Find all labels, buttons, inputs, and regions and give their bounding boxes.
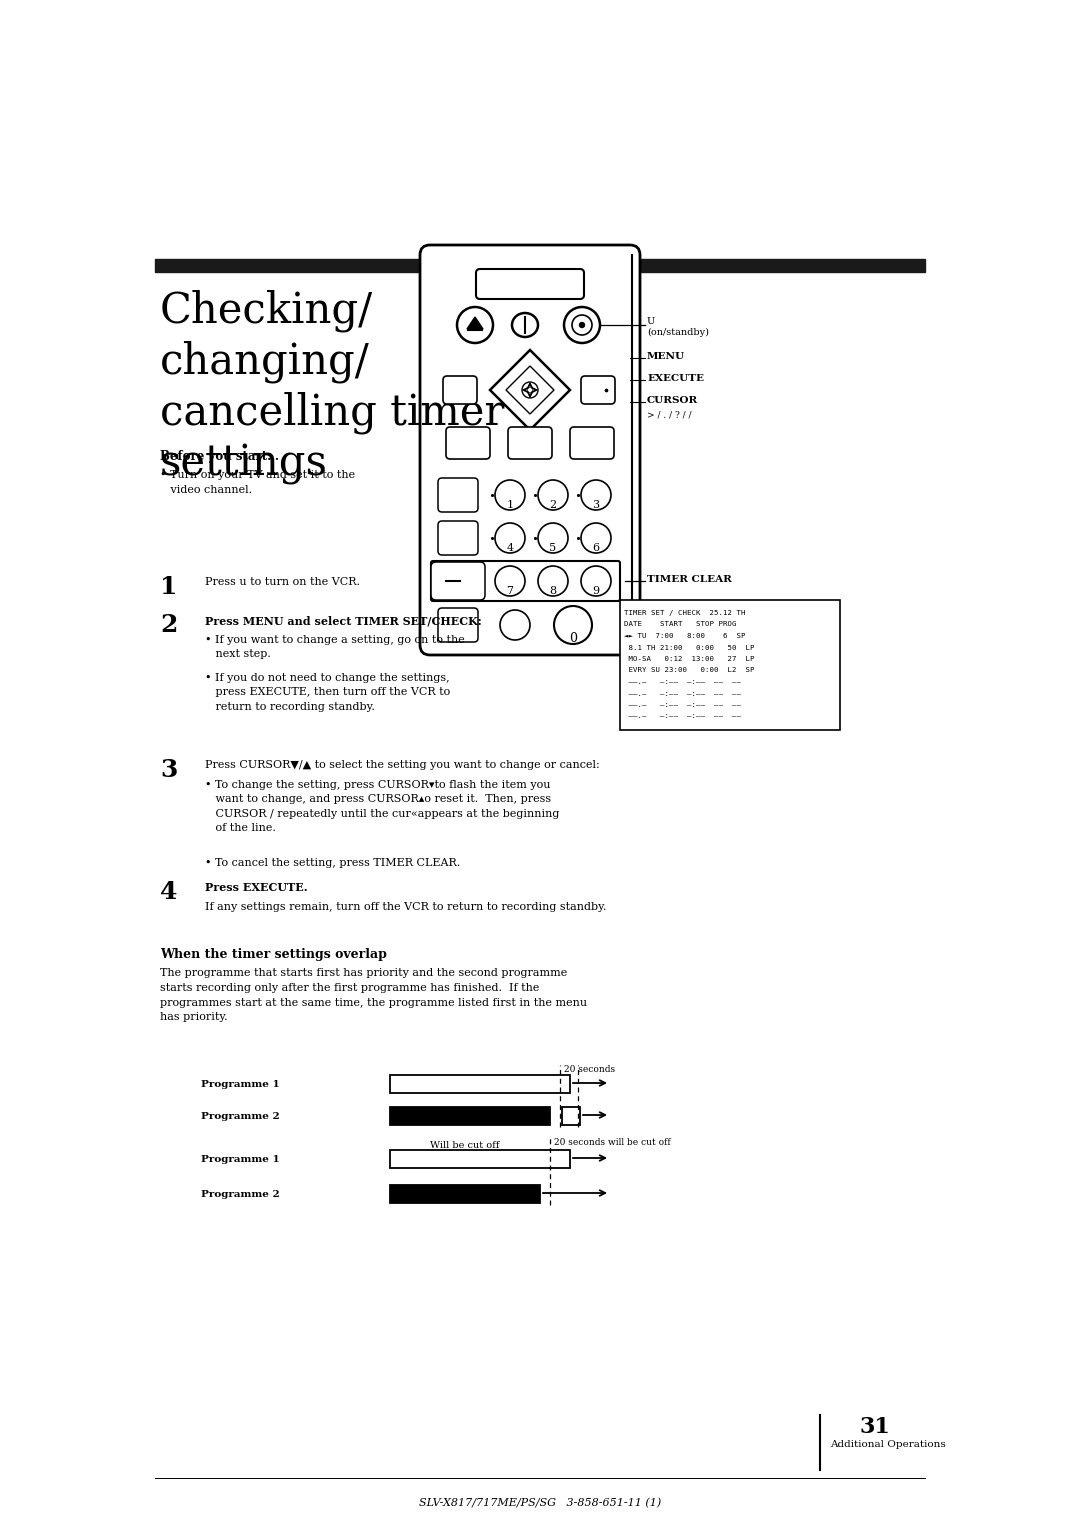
Circle shape [538,523,568,553]
Circle shape [495,565,525,596]
Text: Press u to turn on the VCR.: Press u to turn on the VCR. [205,578,360,587]
Text: Checking/
changing/
cancelling timer
settings: Checking/ changing/ cancelling timer set… [160,290,504,484]
Polygon shape [467,316,483,329]
Text: Press EXECUTE.: Press EXECUTE. [205,882,308,892]
Text: • To cancel the setting, press TIMER CLEAR.: • To cancel the setting, press TIMER CLE… [205,859,460,868]
Bar [562,1106,580,1125]
Circle shape [500,610,530,640]
Text: 6: 6 [593,542,599,553]
FancyBboxPatch shape [420,244,640,656]
Text: • If you do not need to change the settings,
   press EXECUTE, then turn off the: • If you do not need to change the setti… [205,672,450,712]
Circle shape [572,315,592,335]
Circle shape [581,480,611,510]
Text: 0: 0 [569,633,577,645]
Circle shape [564,307,600,342]
Bar [156,260,924,272]
Circle shape [495,523,525,553]
Text: 9: 9 [593,587,599,596]
Text: Programme 1: Programme 1 [201,1155,280,1164]
Text: Will be cut off: Will be cut off [430,1141,500,1151]
Circle shape [538,565,568,596]
FancyBboxPatch shape [443,376,477,403]
Text: 4: 4 [160,880,177,905]
Text: • To change the setting, press CURSOR▾to flash the item you
   want to change, a: • To change the setting, press CURSOR▾to… [205,779,559,833]
Text: U
(on/standby): U (on/standby) [647,316,708,336]
Text: 20 seconds: 20 seconds [564,1065,616,1074]
Circle shape [457,307,492,342]
Bar [620,601,840,730]
FancyBboxPatch shape [446,426,490,458]
Text: 3: 3 [160,758,177,782]
Text: • Turn on your TV and set it to the
   video channel.: • Turn on your TV and set it to the vide… [160,471,355,495]
Ellipse shape [512,313,538,338]
FancyBboxPatch shape [438,478,478,512]
Text: 8: 8 [550,587,556,596]
Text: 2: 2 [550,500,556,510]
Text: The programme that starts first has priority and the second programme
starts rec: The programme that starts first has prio… [160,969,588,1022]
Text: Additional Operations: Additional Operations [831,1439,946,1449]
Text: 5: 5 [550,542,556,553]
Text: Press CURSOR▼/▲ to select the setting you want to change or cancel:: Press CURSOR▼/▲ to select the setting yo… [205,759,599,770]
FancyBboxPatch shape [438,608,478,642]
Bar [390,1076,570,1093]
Text: 7: 7 [507,587,513,596]
Circle shape [522,382,538,397]
Text: SLV-X817/717ME/PS/SG   3-858-651-11 (1): SLV-X817/717ME/PS/SG 3-858-651-11 (1) [419,1497,661,1508]
Text: 1: 1 [160,575,177,599]
Bar [390,1151,570,1167]
Text: ◄► TU  7:00   8:00    6  SP: ◄► TU 7:00 8:00 6 SP [624,633,745,639]
Circle shape [538,480,568,510]
Text: EVRY SU 23:00   0:00  L2  SP: EVRY SU 23:00 0:00 L2 SP [624,668,755,674]
Text: CURSOR: CURSOR [647,396,699,405]
Bar [390,1186,540,1203]
Text: 4: 4 [507,542,514,553]
Text: Press MENU and select TIMER SET/CHECK:: Press MENU and select TIMER SET/CHECK: [205,614,482,626]
Text: 8.1 TH 21:00   0:00   50  LP: 8.1 TH 21:00 0:00 50 LP [624,645,755,651]
Text: ——.—   —:——  —:——  ——  ——: ——.— —:—— —:—— —— —— [624,701,741,707]
FancyBboxPatch shape [570,426,615,458]
Circle shape [554,607,592,643]
Text: 2: 2 [160,613,177,637]
Text: > / . / ? / /: > / . / ? / / [647,410,691,419]
FancyBboxPatch shape [476,269,584,299]
Text: TIMER CLEAR: TIMER CLEAR [647,575,732,584]
FancyBboxPatch shape [581,376,615,403]
Text: Programme 2: Programme 2 [201,1190,280,1199]
Text: 31: 31 [860,1416,890,1438]
Text: MO-SA   0:12  13:00   27  LP: MO-SA 0:12 13:00 27 LP [624,656,755,662]
FancyBboxPatch shape [438,521,478,555]
Text: ——.—   —:——  —:——  ——  ——: ——.— —:—— —:—— —— —— [624,714,741,720]
Text: 1: 1 [507,500,514,510]
Text: Programme 1: Programme 1 [201,1080,280,1089]
Polygon shape [490,350,570,429]
FancyBboxPatch shape [431,562,485,601]
Text: 3: 3 [593,500,599,510]
FancyBboxPatch shape [508,426,552,458]
Circle shape [580,322,584,327]
Text: • If you want to change a setting, go on to the
   next step.: • If you want to change a setting, go on… [205,636,464,660]
Circle shape [495,480,525,510]
Text: ——.—   —:——  —:——  ——  ——: ——.— —:—— —:—— —— —— [624,678,741,685]
Text: 20 seconds will be cut off: 20 seconds will be cut off [554,1138,671,1148]
Text: TIMER SET / CHECK  25.12 TH: TIMER SET / CHECK 25.12 TH [624,610,745,616]
Text: DATE    START   STOP PROG: DATE START STOP PROG [624,622,737,628]
Bar [390,1106,550,1125]
Circle shape [581,523,611,553]
Circle shape [581,565,611,596]
Text: ——.—   —:——  —:——  ——  ——: ——.— —:—— —:—— —— —— [624,691,741,697]
Text: Before you start…: Before you start… [160,451,279,463]
Text: When the timer settings overlap: When the timer settings overlap [160,947,387,961]
Polygon shape [507,367,554,414]
Text: EXECUTE: EXECUTE [647,374,704,384]
Text: MENU: MENU [647,351,685,361]
Text: If any settings remain, turn off the VCR to return to recording standby.: If any settings remain, turn off the VCR… [205,902,606,912]
Text: Programme 2: Programme 2 [201,1112,280,1122]
